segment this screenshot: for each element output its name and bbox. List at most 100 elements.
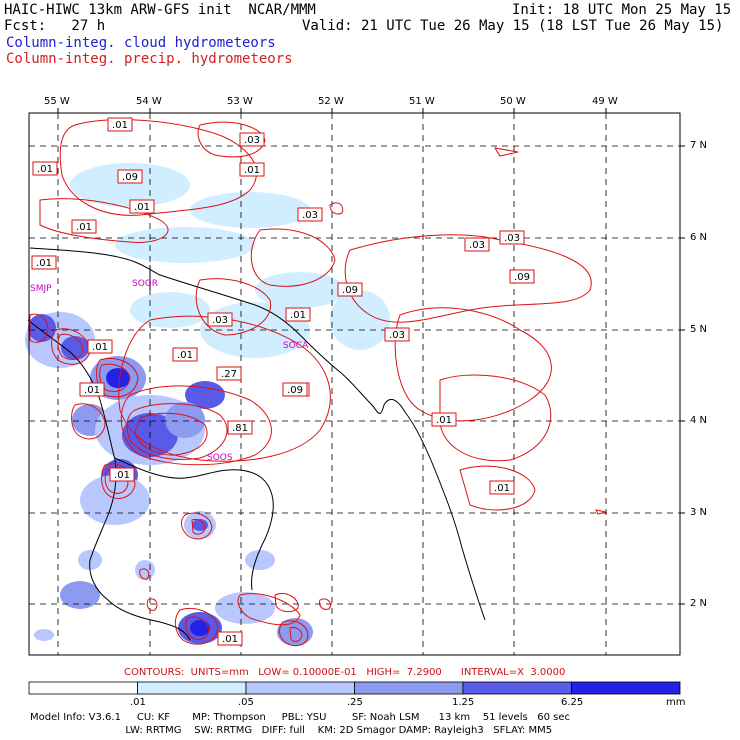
contour-label-text: .03: [244, 135, 260, 146]
precip-contour-line: [319, 598, 332, 610]
contour-label-box: [109, 467, 135, 482]
contour-label-box: [464, 237, 490, 252]
contour-label-box: [239, 132, 265, 147]
colorbar-swatch: [245, 681, 355, 695]
cloud-fill-blob: [190, 192, 310, 228]
tick-marks: [57, 108, 685, 605]
contour-label-text: .01: [114, 470, 130, 481]
precip-contour-line: [134, 412, 208, 456]
contour-label: .09: [117, 169, 143, 184]
contour-label-box: [216, 366, 242, 381]
precip-contour-line: [274, 593, 299, 613]
precip-contour-line: [51, 328, 91, 365]
contour-label-text: .27: [221, 369, 237, 380]
contour-label-text: .09: [122, 172, 138, 183]
forecast-hour: Fcst: 27 h: [4, 18, 106, 34]
valid-time: Valid: 21 UTC Tue 26 May 15 (18 LST Tue …: [302, 18, 724, 34]
model-info-line1: Model Info: V3.6.1 CU: KF MP: Thompson P…: [30, 712, 570, 723]
precip-contour-line: [279, 620, 309, 647]
lon-label: 54 W: [136, 96, 162, 107]
contour-label-text: .01: [92, 342, 108, 353]
contour-label-text: .03: [469, 240, 485, 251]
contour-label-text: .03: [302, 210, 318, 221]
precip-contour-line: [39, 198, 169, 243]
precip-contour-line: [344, 234, 592, 323]
cloud-fill-blob: [28, 314, 56, 342]
cloud-fill-blob: [165, 402, 205, 438]
contour-label-text: .01: [177, 350, 193, 361]
lon-label: 55 W: [44, 96, 70, 107]
init-time: Init: 18 UTC Mon 25 May 15: [512, 2, 732, 18]
colorbar-tick-label: 6.25: [561, 697, 584, 708]
colorbar-swatch: [462, 681, 572, 695]
cloud-fill-blob: [106, 368, 130, 388]
cloud-fill-blob: [80, 475, 150, 525]
precip-field-label: Column-integ. precip. hydrometeors: [6, 51, 293, 67]
lon-label: 51 W: [409, 96, 435, 107]
contour-label: .03: [239, 132, 265, 147]
precip-contour-line: [146, 598, 158, 611]
cloud-fill-blob: [185, 381, 225, 409]
contour-label: .01: [107, 117, 133, 132]
precip-contour-line: [191, 519, 206, 535]
contour-label-text: .09: [342, 285, 358, 296]
contour-label: .81: [227, 420, 253, 435]
contour-label-box: [509, 269, 535, 284]
contour-labels: .01 .03 .01 .09 .01 .01 .03 .01 .03 .03 .01 .09 .01.…: [31, 117, 535, 646]
contour-label: .01: [79, 382, 105, 397]
precip-contour-line: [126, 403, 228, 460]
contour-label: .01: [71, 219, 97, 234]
precip-contour-line: [394, 307, 552, 422]
cloud-fill-blob: [245, 550, 275, 570]
cloud-fill-blob: [190, 620, 210, 636]
precip-contour-line: [289, 627, 303, 642]
model-info-line2: LW: RRTMG SW: RRTMG DIFF: full KM: 2D Sm…: [30, 725, 553, 736]
precip-contour-line: [493, 147, 519, 157]
cloud-fill-blob: [255, 272, 345, 308]
contour-label: .01: [489, 480, 515, 495]
contour-label: .03: [297, 207, 323, 222]
contour-label-box: [32, 161, 58, 176]
contour-label-text: .01: [222, 634, 238, 645]
contour-label-text: .01: [290, 310, 306, 321]
colorbar-swatch: [28, 681, 138, 695]
contour-label-box: [71, 219, 97, 234]
contour-label-text: .03: [504, 233, 520, 244]
contour-label-text: .01: [36, 258, 52, 269]
colorbar-tick-label: .25: [347, 697, 363, 708]
cloud-fill-blob: [60, 581, 100, 609]
contour-label-text: .01: [436, 415, 452, 426]
lon-label: 53 W: [227, 96, 253, 107]
contour-label: .01: [31, 255, 57, 270]
contour-label-box: [239, 162, 265, 177]
station-label: SMJP: [30, 284, 52, 294]
contour-label-text: .09: [287, 385, 303, 396]
contour-label-box: [282, 382, 308, 397]
contour-label: .01: [172, 347, 198, 362]
precip-contour-line: [439, 374, 552, 462]
precip-contour-line: [57, 333, 84, 360]
contour-label: .03: [499, 230, 525, 245]
precip-contour-line: [237, 593, 301, 626]
contour-label: .01: [285, 307, 311, 322]
precip-contour-line: [99, 363, 131, 392]
contour-label: .03: [464, 237, 490, 252]
colorbar: [28, 681, 681, 695]
colorbar-swatch: [137, 681, 247, 695]
colorbar-tick-label: 1.25: [452, 697, 475, 708]
contour-label-box: [87, 339, 113, 354]
lat-label: 6 N: [690, 232, 708, 243]
lon-label: 50 W: [500, 96, 526, 107]
contour-label-text: .01: [37, 164, 53, 175]
contour-label: .09: [509, 269, 535, 284]
cloud-fill-blob: [135, 560, 155, 580]
contour-label-box: [227, 420, 253, 435]
contour-label-box: [285, 307, 311, 322]
contour-label: .03: [384, 327, 410, 342]
lat-label: 3 N: [690, 507, 708, 518]
precip-contour-line: [181, 512, 213, 540]
contour-label-box: [79, 382, 105, 397]
contour-label: .01: [109, 467, 135, 482]
contour-label-text: .01: [134, 202, 150, 213]
precip-contour-line: [71, 403, 106, 440]
